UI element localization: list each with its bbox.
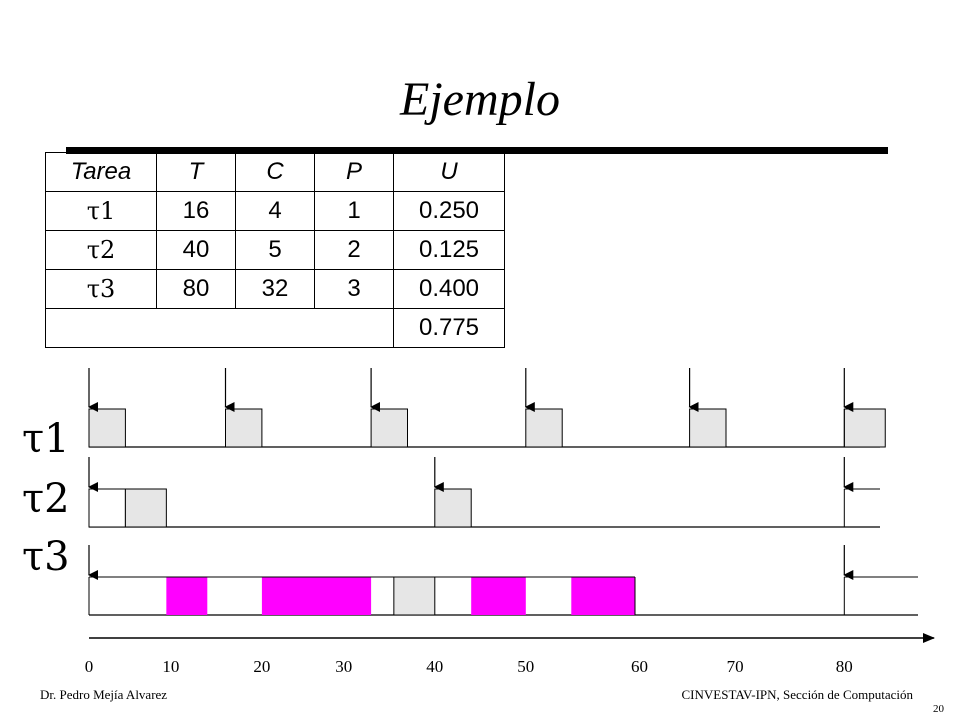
footer-institution: CINVESTAV-IPN, Sección de Computación	[681, 687, 914, 702]
execution-block	[261, 577, 372, 615]
slide-title: Ejemplo	[400, 73, 560, 126]
execution-block	[689, 408, 727, 448]
execution-block	[571, 577, 635, 615]
task-compute: 4	[235, 191, 315, 231]
execution-block	[88, 408, 126, 448]
execution-block	[225, 408, 263, 448]
header-tarea: Tarea	[45, 152, 157, 192]
axis-tick-label: 30	[335, 657, 352, 676]
task-name: τ2	[45, 230, 157, 270]
execution-block	[124, 488, 167, 528]
table-total-row: 0.775	[45, 308, 505, 348]
execution-block	[525, 408, 563, 448]
execution-block	[843, 408, 886, 448]
footer-author: Dr. Pedro Mejía Alvarez	[40, 687, 168, 702]
page-number: 20	[933, 703, 944, 715]
axis-tick-label: 20	[253, 657, 270, 676]
table-header-row: Tarea T C P U	[45, 152, 505, 192]
total-utilization: 0.775	[393, 308, 505, 348]
title-underline	[66, 147, 888, 154]
table-row: τ2 40 5 2 0.125	[45, 230, 505, 270]
execution-block	[393, 576, 436, 616]
task-row-3: τ3	[22, 534, 918, 616]
execution-block	[434, 488, 472, 528]
task-compute: 32	[235, 269, 315, 309]
execution-block	[88, 488, 126, 528]
task-row-label: τ3	[22, 534, 70, 580]
axis-tick-label: 50	[517, 657, 534, 676]
header-utilization: U	[393, 152, 505, 192]
table-row: τ1 16 4 1 0.250	[45, 191, 505, 231]
axis-tick-label: 80	[836, 657, 853, 676]
axis-tick-label: 70	[727, 657, 744, 676]
axis-tick-label: 10	[162, 657, 179, 676]
task-row-1: τ1	[22, 368, 886, 462]
task-row-2: τ2	[22, 457, 880, 528]
task-priority: 3	[314, 269, 394, 309]
execution-block	[166, 577, 208, 615]
total-spacer	[45, 308, 394, 348]
axis-tick-label: 60	[631, 657, 648, 676]
task-table: Tarea T C P U τ1 16 4 1 0.250 τ2 40 5 2 …	[45, 152, 505, 348]
task-period: 16	[156, 191, 236, 231]
axis-tick-label: 0	[85, 657, 94, 676]
header-priority: P	[314, 152, 394, 192]
task-name: τ1	[45, 191, 157, 231]
task-utilization: 0.250	[393, 191, 505, 231]
task-priority: 2	[314, 230, 394, 270]
execution-block	[471, 577, 526, 615]
task-row-label: τ1	[22, 416, 70, 462]
task-row-label: τ2	[22, 476, 70, 522]
axis-tick-label: 40	[426, 657, 443, 676]
execution-block	[370, 408, 409, 448]
